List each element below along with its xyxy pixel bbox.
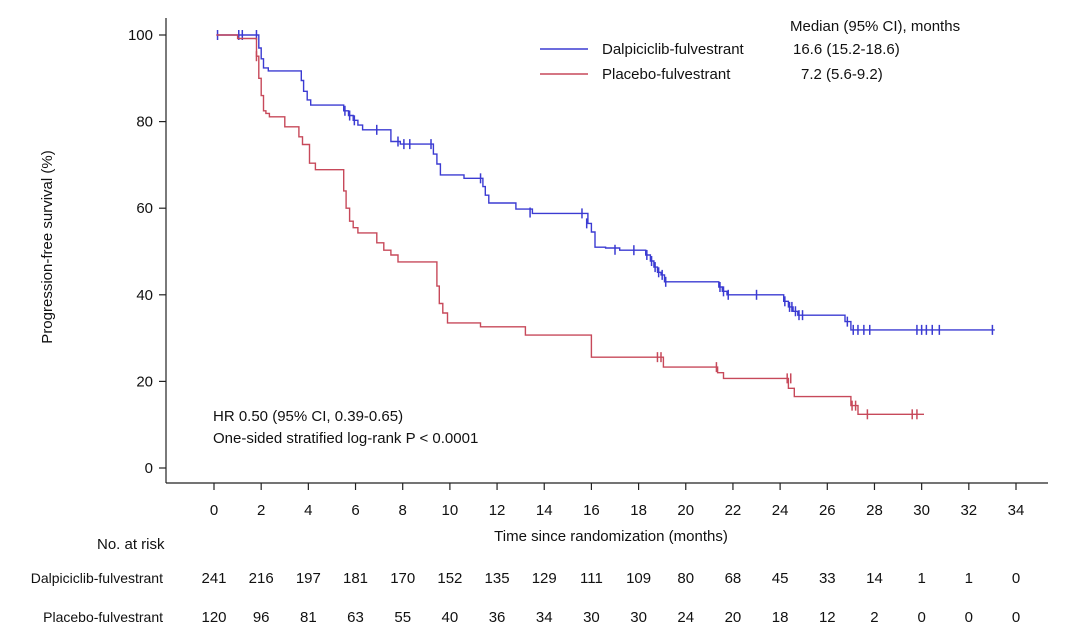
x-tick-label: 4: [304, 502, 312, 519]
risk-count: 55: [394, 609, 411, 626]
x-tick-label: 30: [913, 502, 930, 519]
hr-annotation-line2: One-sided stratified log-rank P < 0.0001: [213, 430, 478, 447]
y-tick-label: 40: [136, 287, 153, 304]
risk-count: 152: [437, 570, 462, 587]
risk-count: 197: [296, 570, 321, 587]
risk-table-title: No. at risk: [97, 536, 165, 553]
risk-count: 181: [343, 570, 368, 587]
risk-count: 135: [485, 570, 510, 587]
y-axis-title: Progression-free survival (%): [39, 150, 56, 343]
x-tick-label: 14: [536, 502, 553, 519]
x-tick-label: 32: [960, 502, 977, 519]
risk-count: 0: [965, 609, 973, 626]
risk-count: 30: [583, 609, 600, 626]
legend: Dalpiciclib-fulvestrant Placebo-fulvestr…: [540, 18, 960, 83]
risk-count: 1: [965, 570, 973, 587]
risk-count: 0: [1012, 609, 1020, 626]
x-tick-label: 22: [725, 502, 742, 519]
risk-count: 111: [580, 570, 603, 587]
risk-row-label-placebo: Placebo-fulvestrant: [43, 609, 163, 625]
risk-count: 20: [725, 609, 742, 626]
x-tick-label: 12: [489, 502, 506, 519]
x-tick-label: 0: [210, 502, 218, 519]
x-tick-label: 24: [772, 502, 789, 519]
risk-count: 170: [390, 570, 415, 587]
risk-count: 96: [253, 609, 270, 626]
risk-count: 109: [626, 570, 651, 587]
x-tick-label: 18: [630, 502, 647, 519]
risk-count: 80: [677, 570, 694, 587]
risk-count: 45: [772, 570, 789, 587]
risk-count: 1: [917, 570, 925, 587]
y-tick-label: 80: [136, 114, 153, 131]
hr-annotation-line1: HR 0.50 (95% CI, 0.39-0.65): [213, 408, 403, 425]
risk-count: 129: [532, 570, 557, 587]
risk-counts-layer: 241 216 197 181 170 152 135 129 111 109 80 68 45 33 14…: [201, 570, 1020, 626]
x-tick-label: 20: [677, 502, 694, 519]
risk-count: 36: [489, 609, 506, 626]
risk-count: 0: [917, 609, 925, 626]
x-axis-title: Time since randomization (months): [494, 528, 728, 545]
x-tick-label: 2: [257, 502, 265, 519]
legend-median-dalpiciclib: 16.6 (15.2-18.6): [793, 41, 900, 58]
legend-label-dalpiciclib: Dalpiciclib-fulvestrant: [602, 41, 745, 58]
risk-count: 34: [536, 609, 553, 626]
legend-median-header: Median (95% CI), months: [790, 18, 960, 35]
km-curve-placebo: [216, 34, 924, 415]
risk-count: 216: [249, 570, 274, 587]
x-tick-label: 16: [583, 502, 600, 519]
risk-count: 0: [1012, 570, 1020, 587]
risk-count: 30: [630, 609, 647, 626]
legend-median-placebo: 7.2 (5.6-9.2): [801, 66, 883, 83]
x-tick-label: 26: [819, 502, 836, 519]
axes-layer: [165, 18, 1048, 484]
risk-count: 33: [819, 570, 836, 587]
x-tick-label: 6: [351, 502, 359, 519]
x-tick-label: 10: [442, 502, 459, 519]
risk-count: 120: [201, 609, 226, 626]
risk-count: 18: [772, 609, 789, 626]
legend-label-placebo: Placebo-fulvestrant: [602, 66, 731, 83]
risk-count: 63: [347, 609, 364, 626]
risk-count: 81: [300, 609, 317, 626]
risk-table: No. at risk Dalpiciclib-fulvestrant Plac…: [31, 536, 165, 625]
hr-annotation: HR 0.50 (95% CI, 0.39-0.65) One-sided st…: [213, 408, 478, 447]
risk-row-label-dalpiciclib: Dalpiciclib-fulvestrant: [31, 570, 163, 586]
risk-count: 24: [677, 609, 694, 626]
x-tick-label: 34: [1008, 502, 1025, 519]
risk-count: 14: [866, 570, 883, 587]
y-tick-label: 100: [128, 27, 153, 44]
risk-count: 2: [870, 609, 878, 626]
x-tick-label: 8: [399, 502, 407, 519]
x-tick-label: 28: [866, 502, 883, 519]
y-tick-label: 20: [136, 373, 153, 390]
risk-count: 40: [442, 609, 459, 626]
risk-count: 241: [201, 570, 226, 587]
y-tick-label: 60: [136, 200, 153, 217]
risk-count: 68: [725, 570, 742, 587]
y-tick-label: 0: [145, 460, 153, 477]
curve-layer: [216, 30, 995, 420]
risk-count: 12: [819, 609, 836, 626]
